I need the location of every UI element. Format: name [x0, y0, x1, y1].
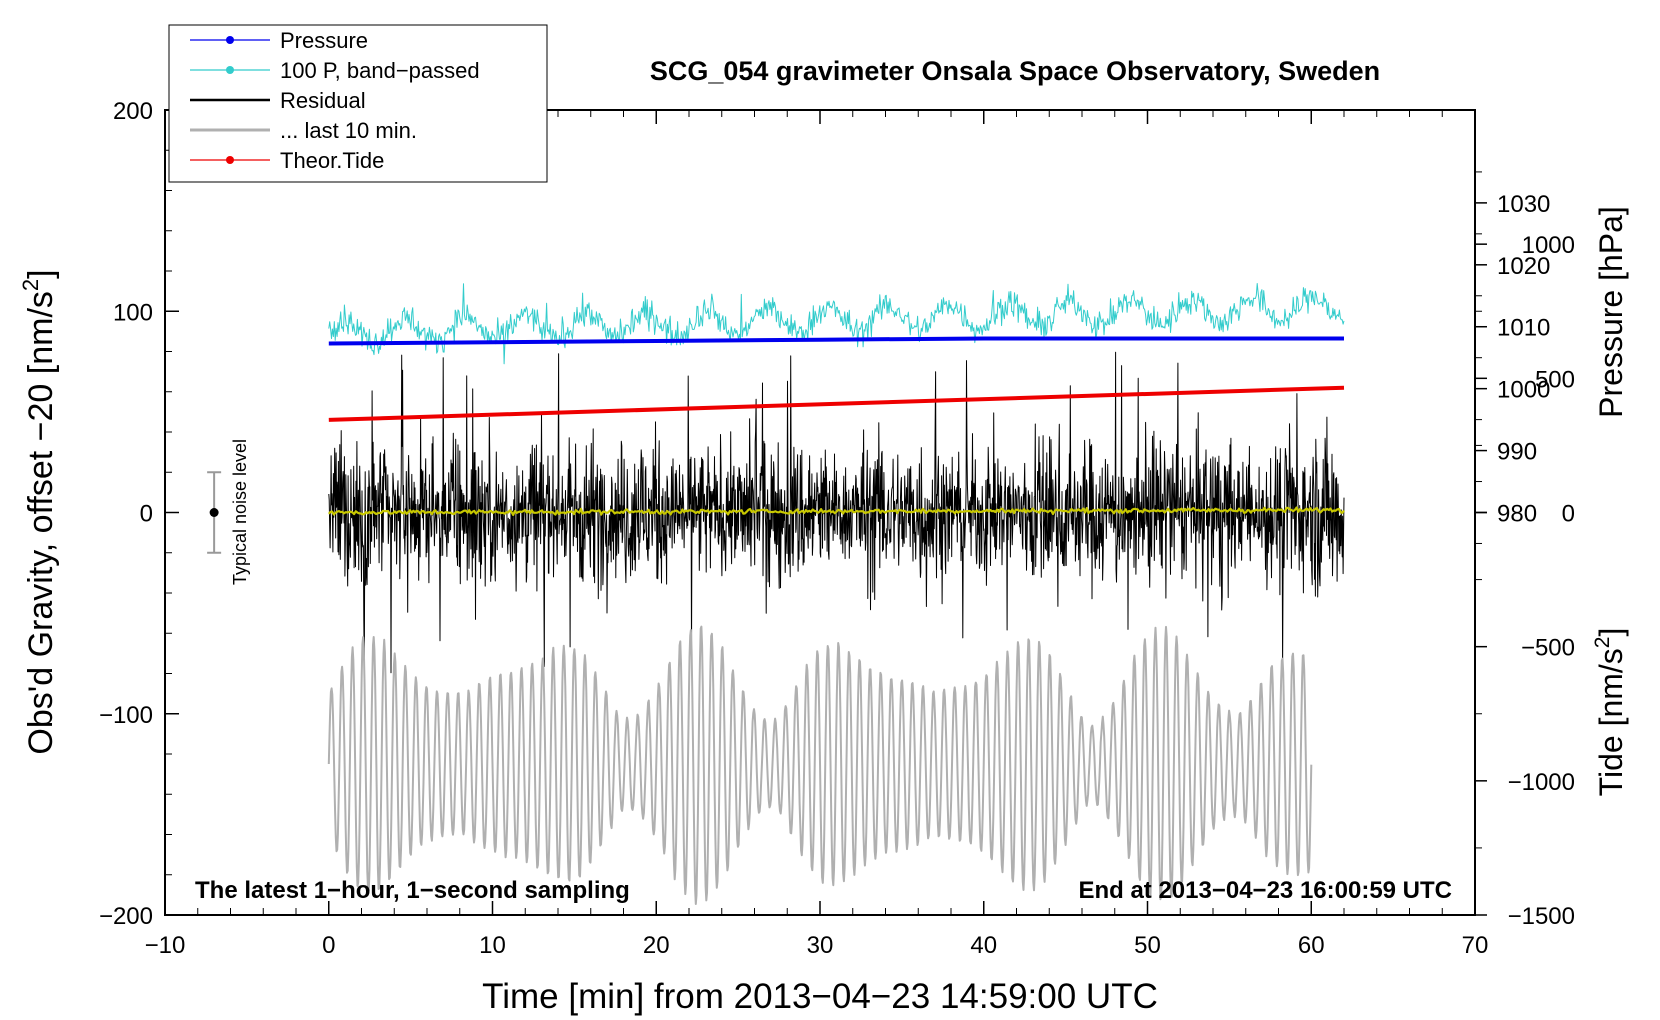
x-tick-label: 70 [1462, 932, 1489, 959]
x-tick-label: 50 [1134, 932, 1161, 959]
x-tick-label: 20 [643, 932, 670, 959]
y-right-tide-tick-label: 1000 [1522, 232, 1575, 259]
legend-marker-1 [226, 66, 234, 74]
y-axis-right-pressure-label: Pressure [hPa] [1593, 206, 1629, 418]
theoretical-tide-series-line [328, 385, 1345, 422]
x-tick-label: 40 [970, 932, 997, 959]
legend-label-4: Theor.Tide [280, 148, 384, 173]
y-left-tick-label: 0 [140, 501, 153, 528]
axes-layer: −10 0 10 20 30 40 50 60 70−200−10001002009809901… [99, 98, 1575, 959]
y-left-tick-label: 100 [113, 299, 153, 326]
annotation-latest-hour: The latest 1−hour, 1−second sampling [195, 877, 630, 904]
legend-box [168, 24, 548, 183]
y-axis-right-tide-label-close: ] [1593, 628, 1629, 637]
residual-series-line [328, 351, 1345, 674]
legend-label-1: 100 P, band−passed [280, 58, 480, 83]
pressure-series-line [328, 336, 1344, 346]
legend-label-0: Pressure [280, 28, 368, 53]
y-axis-left-label-sup: 2 [18, 279, 43, 291]
y-right-pressure-tick-label: 1010 [1497, 315, 1550, 342]
noise-indicator: Typical noise level [207, 439, 250, 585]
x-tick-label: 60 [1298, 932, 1325, 959]
legend-marker-4 [226, 156, 234, 164]
y-right-pressure-tick-label: 1020 [1497, 253, 1550, 280]
y-right-tide-tick-label: 0 [1562, 501, 1575, 528]
x-axis-label: Time [min] from 2013−04−23 14:59:00 UTC [482, 977, 1158, 1016]
annotation-end-time: End at 2013−04−23 16:00:59 UTC [1078, 877, 1452, 904]
chart-title: SCG_054 gravimeter Onsala Space Observat… [650, 56, 1380, 86]
legend-marker-0 [226, 36, 234, 44]
y-right-tide-tick-label: 500 [1535, 366, 1575, 393]
legend-label-3: ... last 10 min. [280, 118, 417, 143]
y-right-tide-tick-label: −500 [1521, 635, 1575, 662]
last-10-min-series-line [327, 625, 1313, 905]
y-axis-left-label-close: ] [22, 269, 60, 278]
y-axis-right-tide-label: Tide [nm/s2] [1591, 628, 1629, 797]
legend: Pressure 100 P, band−passed Residual ... la… [168, 24, 548, 183]
y-left-tick-label: −100 [99, 702, 153, 729]
y-right-tide-tick-label: −1500 [1508, 903, 1575, 930]
pressure-bandpassed-series-line [328, 283, 1345, 365]
residual-smoothed-series-line [327, 506, 1345, 517]
x-tick-label: 10 [479, 932, 506, 959]
x-tick-label: −10 [145, 932, 186, 959]
y-right-pressure-tick-label: 1030 [1497, 191, 1550, 218]
y-right-pressure-tick-label: 980 [1497, 501, 1537, 528]
y-right-pressure-tick-label: 1000 [1497, 377, 1550, 404]
legend-label-2: Residual [280, 88, 366, 113]
y-right-tide-tick-label: −1000 [1508, 769, 1575, 796]
y-right-pressure-tick-label: 990 [1497, 439, 1537, 466]
y-axis-right-tide-label-sup: 2 [1591, 637, 1614, 649]
noise-bar-center [209, 508, 219, 517]
noise-label: Typical noise level [230, 439, 250, 585]
y-axis-left-label: Obs'd Gravity, offset −20 [nm/s2] [18, 269, 60, 754]
x-tick-label: 0 [322, 932, 335, 959]
y-axis-right-tide-label-main: Tide [nm/s [1593, 648, 1629, 796]
y-left-tick-label: −200 [99, 903, 153, 930]
series-layer [327, 283, 1345, 905]
y-left-tick-label: 200 [113, 98, 153, 125]
x-tick-label: 30 [807, 932, 834, 959]
y-axis-left-label-main: Obs'd Gravity, offset −20 [nm/s [22, 291, 60, 754]
